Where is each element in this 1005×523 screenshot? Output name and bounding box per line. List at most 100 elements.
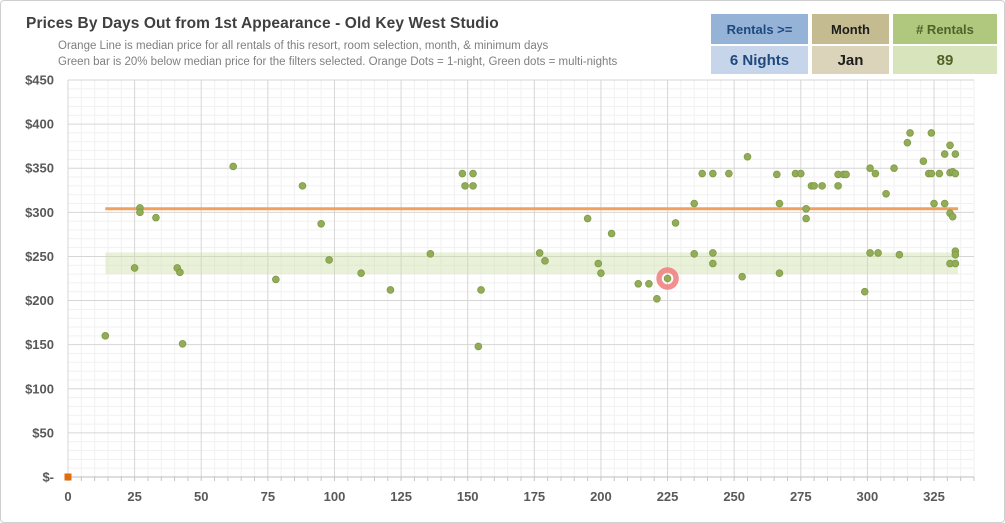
scatter-point [690, 199, 699, 208]
below-median-band [105, 252, 959, 275]
scatter-point [775, 269, 784, 278]
y-tick-label: $450 [25, 73, 54, 88]
scatter-point [743, 152, 752, 161]
scatter-point [130, 264, 139, 272]
stat-box-rental-count: # Rentals 89 [893, 14, 997, 74]
scatter-point [927, 129, 936, 137]
scatter-point [607, 229, 616, 238]
scatter-point [890, 164, 898, 173]
scatter-point [178, 339, 187, 348]
scatter-point [842, 170, 850, 179]
x-tick-label: 25 [127, 489, 141, 504]
scatter-point [645, 279, 653, 288]
scatter-point [874, 249, 882, 257]
scatter-point [634, 279, 643, 288]
scatter-point [948, 212, 957, 221]
rentals-filter-label: Rentals >= [711, 14, 808, 44]
scatter-point [903, 138, 912, 147]
scatter-point [940, 199, 949, 208]
scatter-point [802, 205, 810, 213]
scatter-point [469, 169, 477, 178]
scatter-point [773, 170, 781, 179]
x-tick-label: 300 [857, 489, 879, 504]
y-tick-label: $50 [32, 425, 54, 440]
scatter-point [176, 268, 184, 277]
scatter-point [541, 257, 549, 265]
x-tick-label: 50 [194, 489, 208, 504]
rental-count-label: # Rentals [893, 14, 997, 44]
rentals-filter-value[interactable]: 6 Nights [711, 46, 808, 74]
x-tick-label: 125 [390, 489, 412, 504]
scatter-point [802, 214, 810, 223]
scatter-point [357, 269, 365, 278]
x-tick-label: 75 [261, 489, 275, 504]
y-tick-label: $350 [25, 161, 54, 176]
scatter-point [882, 190, 890, 198]
scatter-point [136, 208, 144, 217]
x-tick-label: 0 [64, 489, 71, 504]
stat-box-rentals-filter: Rentals >= 6 Nights [711, 14, 808, 74]
scatter-point [583, 214, 592, 223]
scatter-point [951, 250, 960, 259]
scatter-point [298, 182, 307, 190]
scatter-point [426, 249, 435, 258]
scatter-point [594, 259, 603, 268]
x-tick-label: 275 [790, 489, 812, 504]
scatter-point [461, 182, 469, 190]
scatter-point [229, 162, 238, 171]
y-tick-label: $200 [25, 293, 54, 308]
scatter-point [272, 275, 280, 284]
x-tick-label: 200 [590, 489, 612, 504]
origin-marker [64, 473, 72, 481]
scatter-point [325, 256, 333, 264]
x-tick-label: 225 [657, 489, 679, 504]
x-tick-label: 175 [523, 489, 545, 504]
y-tick-label: $300 [25, 205, 54, 220]
scatter-point [796, 169, 805, 178]
scatter-point [386, 286, 395, 294]
scatter-point [690, 249, 699, 258]
scatter-point [535, 249, 544, 257]
scatter-point [709, 249, 717, 257]
scatter-point [810, 182, 818, 190]
scatter-point [951, 150, 960, 158]
x-tick-label: 250 [723, 489, 745, 504]
scatter-point [946, 141, 954, 150]
x-tick-label: 325 [923, 489, 945, 504]
rental-count-value: 89 [893, 46, 997, 74]
month-filter-label: Month [812, 14, 889, 44]
scatter-point [597, 269, 605, 278]
scatter-point [906, 129, 914, 137]
scatter-point [671, 219, 680, 227]
y-tick-label: $250 [25, 249, 54, 264]
x-tick-label: 150 [457, 489, 479, 504]
scatter-point [152, 213, 160, 222]
scatter-point [698, 169, 706, 178]
scatter-point [653, 294, 661, 303]
scatter-point [834, 182, 842, 190]
scatter-point [725, 169, 733, 178]
chart-title: Prices By Days Out from 1st Appearance -… [26, 15, 499, 32]
scatter-point [101, 332, 110, 340]
month-filter-value[interactable]: Jan [812, 46, 889, 74]
chart-subtitle-line2: Green bar is 20% below median price for … [58, 56, 618, 68]
scatter-point [469, 182, 477, 190]
scatter-point [935, 169, 944, 178]
scatter-point [951, 169, 960, 178]
scatter-point [940, 150, 949, 158]
scatter-point [775, 199, 784, 208]
scatter-point [951, 259, 960, 268]
scatter-point [860, 287, 869, 296]
stat-box-month-filter: Month Jan [812, 14, 889, 74]
scatter-point [709, 259, 717, 268]
scatter-point [709, 169, 717, 178]
scatter-point [477, 286, 485, 294]
y-tick-label: $- [42, 470, 54, 485]
scatter-point [474, 342, 483, 351]
scatter-point [317, 220, 325, 228]
scatter-point [663, 274, 672, 283]
x-tick-label: 100 [324, 489, 346, 504]
scatter-point [895, 250, 904, 259]
